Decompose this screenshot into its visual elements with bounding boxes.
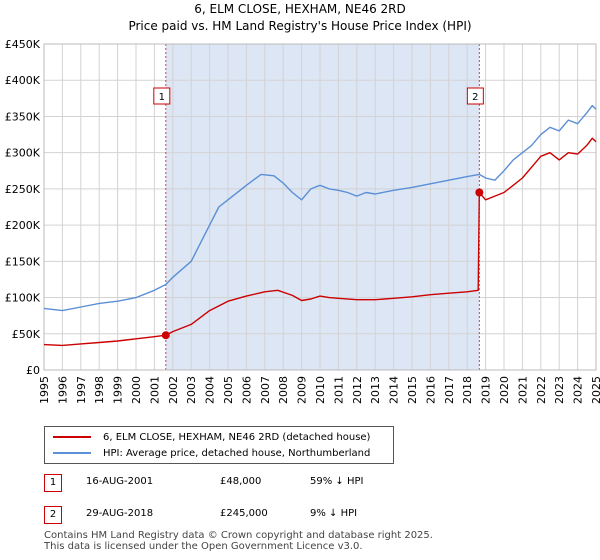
y-tick-label: £0 (26, 364, 40, 377)
x-tick-label: 1998 (93, 376, 106, 404)
x-tick-label: 2004 (204, 376, 217, 404)
y-tick-label: £450K (5, 38, 41, 51)
x-tick-label: 2013 (369, 376, 382, 404)
x-tick-label: 2005 (222, 376, 235, 404)
y-tick-label: £300K (5, 147, 41, 160)
legend-item-property: 6, ELM CLOSE, HEXHAM, NE46 2RD (detached… (53, 430, 370, 444)
legend-item-hpi: HPI: Average price, detached house, Nort… (53, 446, 370, 460)
x-tick-label: 2019 (480, 376, 493, 404)
sale-label-box (466, 87, 484, 105)
footer-copyright: Contains HM Land Registry data © Crown c… (44, 530, 433, 541)
sale-point (161, 331, 170, 340)
transaction-marker: 1 (44, 474, 62, 492)
x-tick-label: 2008 (277, 376, 290, 404)
x-tick-label: 2021 (516, 376, 529, 404)
x-tick-label: 2003 (185, 376, 198, 404)
y-tick-label: £100K (5, 292, 41, 305)
x-tick-label: 2020 (498, 376, 511, 404)
x-tick-label: 2012 (351, 376, 364, 404)
x-tick-label: 1996 (56, 376, 69, 404)
x-tick-label: 2023 (553, 376, 566, 404)
x-tick-label: 2022 (535, 376, 548, 404)
hpi-line (43, 104, 597, 312)
transaction-hpi-diff: 59% ↓ HPI (310, 476, 364, 487)
y-tick-label: £350K (5, 110, 41, 123)
x-tick-label: 2014 (388, 376, 401, 404)
x-tick-label: 1995 (38, 376, 51, 404)
x-tick-label: 2016 (424, 376, 437, 404)
x-tick-label: 2006 (240, 376, 253, 404)
x-tick-label: 2015 (406, 376, 419, 404)
y-tick-label: £200K (5, 219, 41, 232)
legend: 6, ELM CLOSE, HEXHAM, NE46 2RD (detached… (44, 426, 394, 464)
x-tick-label: 1997 (75, 376, 88, 404)
sale-point (475, 188, 484, 197)
transaction-date: 16-AUG-2001 (86, 476, 154, 487)
y-tick-label: £400K (5, 74, 41, 87)
hpi-line-swatch (53, 452, 91, 454)
transaction-price: £48,000 (220, 476, 262, 487)
x-tick-label: 1999 (112, 376, 125, 404)
legend-label-property: 6, ELM CLOSE, HEXHAM, NE46 2RD (detached… (103, 431, 371, 443)
x-tick-label: 2024 (572, 376, 585, 404)
plot-frame (43, 43, 597, 371)
line-chart: 1 2 £0 £50K £100K £150K £200K £250K £300K £350K £4… (5, 38, 600, 404)
sale-label-box (153, 87, 171, 105)
footer: Contains HM Land Registry data © Crown c… (44, 530, 433, 552)
x-tick-label: 2009 (296, 376, 309, 404)
transaction-row: 2 29-AUG-2018 £245,000 9% ↓ HPI (44, 506, 464, 524)
property-line-swatch (53, 436, 91, 438)
sale-label: 2 (472, 92, 478, 103)
x-tick-label: 2001 (148, 376, 161, 404)
y-tick-label: £250K (5, 183, 41, 196)
chart-title: 6, ELM CLOSE, HEXHAM, NE46 2RD (194, 2, 406, 16)
shaded-period (165, 44, 480, 370)
footer-licence: This data is licensed under the Open Gov… (44, 541, 363, 552)
chart-subtitle: Price paid vs. HM Land Registry's House … (128, 19, 472, 33)
x-tick-label: 2018 (461, 376, 474, 404)
transaction-marker: 2 (44, 506, 62, 524)
y-tick-label: £150K (5, 255, 41, 268)
sale-label: 1 (159, 92, 165, 103)
legend-label-hpi: HPI: Average price, detached house, Nort… (103, 447, 371, 459)
transaction-hpi-diff: 9% ↓ HPI (310, 508, 358, 519)
x-tick-label: 2011 (332, 376, 345, 404)
x-tick-label: 2017 (443, 376, 456, 404)
transaction-date: 29-AUG-2018 (86, 508, 154, 519)
transaction-row: 1 16-AUG-2001 £48,000 59% ↓ HPI (44, 474, 464, 492)
x-tick-label: 2000 (130, 376, 143, 404)
x-tick-label: 2007 (259, 376, 272, 404)
transaction-price: £245,000 (220, 508, 268, 519)
x-tick-label: 2025 (590, 376, 600, 404)
x-tick-label: 2002 (167, 376, 180, 404)
y-tick-label: £50K (12, 328, 41, 341)
x-tick-label: 2010 (314, 376, 327, 404)
